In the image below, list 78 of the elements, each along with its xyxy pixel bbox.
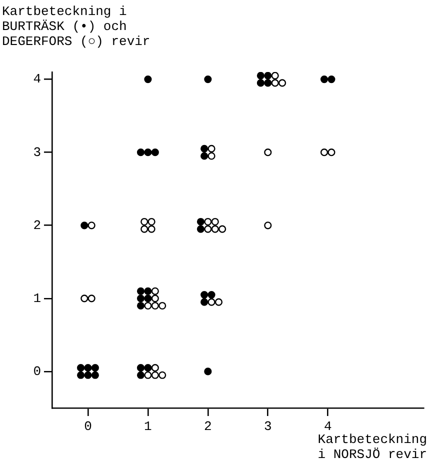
point (200, 144, 208, 152)
point (136, 294, 145, 302)
point (200, 290, 208, 299)
point (148, 218, 156, 226)
point (211, 218, 219, 226)
point (136, 148, 145, 156)
point (256, 72, 264, 80)
point (151, 287, 159, 295)
point (84, 364, 92, 372)
point (158, 371, 166, 379)
point (151, 371, 159, 379)
point (264, 79, 272, 87)
point (204, 368, 212, 376)
point (200, 298, 208, 306)
y-axis-title: Kartbeteckning i BURTRÄSK (•) och DEGERFORS (○) revir (2, 4, 150, 49)
point (320, 148, 328, 156)
point (214, 298, 223, 306)
point (136, 371, 145, 379)
point (136, 302, 145, 310)
point (158, 302, 166, 310)
y-tick-label: 0 (33, 364, 41, 379)
y-tick-label: 1 (33, 290, 42, 306)
point (320, 76, 328, 84)
point (208, 144, 216, 152)
x-tick-label: 3 (264, 419, 272, 434)
x-tick-label: 0 (84, 419, 92, 434)
point (151, 148, 159, 156)
point (271, 72, 279, 80)
point (264, 148, 272, 156)
point (144, 148, 152, 156)
point (204, 218, 212, 226)
point (148, 225, 156, 233)
point (208, 152, 216, 160)
point (328, 148, 336, 156)
point (271, 79, 279, 87)
point (204, 225, 212, 233)
point (196, 225, 205, 233)
point (211, 225, 219, 233)
point (144, 287, 152, 295)
point (88, 222, 96, 230)
point (208, 298, 216, 306)
point (136, 364, 145, 372)
point (278, 79, 286, 87)
point (76, 364, 85, 372)
point (91, 364, 99, 372)
point (84, 371, 92, 379)
point (151, 302, 159, 310)
y-tick-label: 3 (33, 144, 41, 160)
point (151, 364, 159, 372)
point (204, 76, 212, 84)
point (264, 72, 272, 80)
y-tick-label: 4 (33, 72, 42, 87)
x-tick-label: 1 (144, 419, 152, 434)
point (140, 218, 148, 226)
point (91, 371, 99, 379)
x-tick-label: 4 (324, 419, 332, 434)
point (80, 294, 88, 302)
point (328, 76, 336, 84)
point (264, 222, 272, 230)
point (200, 152, 208, 160)
point (144, 302, 152, 310)
point (144, 364, 152, 372)
point (144, 76, 152, 84)
point (88, 294, 96, 302)
point (256, 79, 264, 87)
point (151, 294, 159, 302)
y-tick-label: 2 (33, 218, 41, 233)
point (136, 287, 145, 295)
point (76, 371, 85, 379)
point (144, 294, 152, 302)
point (80, 222, 88, 230)
point (144, 371, 152, 379)
x-tick-label: 2 (204, 419, 212, 434)
point (140, 225, 148, 233)
point (196, 218, 205, 226)
point (218, 225, 226, 233)
x-axis-title: Kartbeteckning i NORSJÖ revir (318, 432, 427, 462)
point (208, 290, 216, 299)
